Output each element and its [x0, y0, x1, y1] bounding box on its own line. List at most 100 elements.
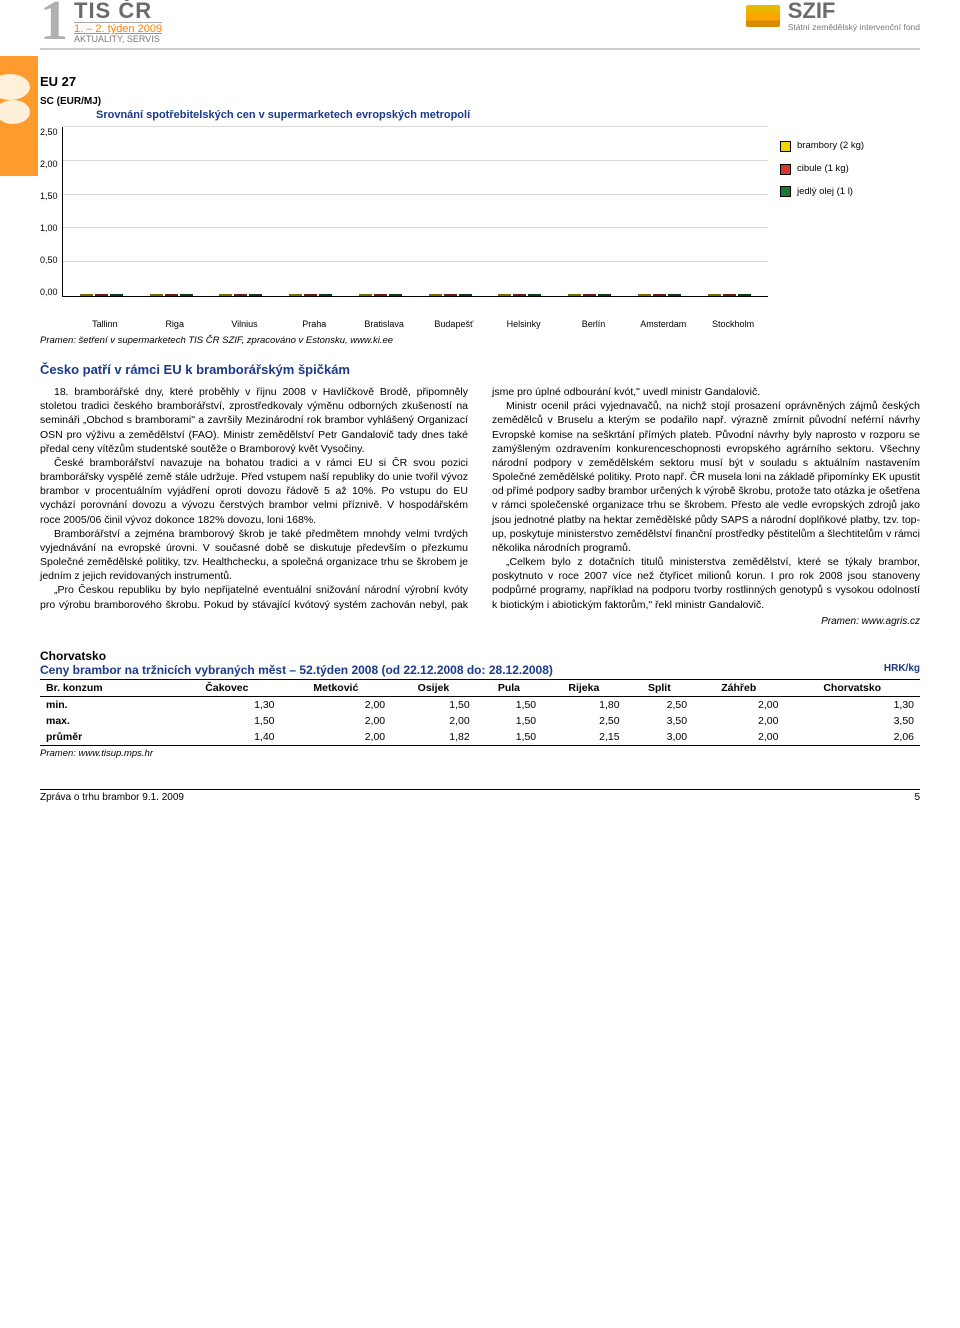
article-body: 18. bramborářské dny, které proběhly v ř…	[40, 385, 920, 612]
table-source: Pramen: www.tisup.mps.hr	[40, 748, 920, 759]
szif-name: SZIF	[788, 0, 920, 22]
table-cell: 1,80	[542, 696, 625, 713]
bar-group	[625, 294, 695, 296]
bar-group	[276, 294, 346, 296]
bar	[289, 294, 302, 296]
legend-swatch	[780, 141, 791, 152]
bar	[80, 294, 93, 296]
table-cell: 2,00	[693, 696, 784, 713]
eu27-label: EU 27	[40, 74, 920, 89]
bar	[738, 294, 751, 296]
bar	[444, 294, 457, 296]
table-header-cell: Záhřeb	[693, 679, 784, 696]
bar	[389, 294, 402, 296]
y-axis-label: SC (EUR/MJ)	[40, 96, 101, 107]
bar	[150, 294, 163, 296]
x-tick-label: Berlín	[559, 319, 629, 329]
legend-item: cibule (1 kg)	[780, 158, 920, 181]
croatia-table: Br. konzumČakovecMetkovićOsijekPulaRijek…	[40, 679, 920, 746]
footer-left: Zpráva o trhu brambor 9.1. 2009	[40, 792, 184, 803]
bar	[513, 294, 526, 296]
legend-label: brambory (2 kg)	[797, 135, 864, 158]
article-para: „Celkem bylo z dotačních titulů minister…	[492, 555, 920, 612]
table-cell: 1,50	[476, 713, 542, 729]
table-header-cell: Osijek	[391, 679, 476, 696]
table-cell: 1,30	[173, 696, 280, 713]
bar	[723, 294, 736, 296]
row-label: průměr	[40, 729, 173, 746]
bar	[319, 294, 332, 296]
croatia-section: Chorvatsko Ceny brambor na tržnicích vyb…	[40, 649, 920, 759]
bar	[583, 294, 596, 296]
x-tick-label: Vilnius	[210, 319, 280, 329]
bar-group	[694, 294, 764, 296]
bar	[638, 294, 651, 296]
bar	[95, 294, 108, 296]
x-tick-label: Tallinn	[70, 319, 140, 329]
table-cell: 2,00	[281, 729, 392, 746]
szif-logo-icon	[746, 5, 780, 27]
x-tick-label: Riga	[140, 319, 210, 329]
table-cell: 1,50	[476, 696, 542, 713]
table-cell: 1,50	[173, 713, 280, 729]
table-header-cell: Čakovec	[173, 679, 280, 696]
x-tick-label: Stockholm	[698, 319, 768, 329]
tis-title: TIS ČR	[74, 0, 162, 23]
bar	[568, 294, 581, 296]
bar	[459, 294, 472, 296]
table-cell: 2,15	[542, 729, 625, 746]
table-cell: 1,30	[784, 696, 920, 713]
bar-group	[136, 294, 206, 296]
bar	[359, 294, 372, 296]
table-row: max.1,502,002,001,502,503,502,003,50	[40, 713, 920, 729]
bar-group	[67, 294, 137, 296]
chart-title: Srovnání spotřebitelských cen v supermar…	[96, 109, 768, 121]
table-cell: 2,00	[391, 713, 476, 729]
x-tick-label: Amsterdam	[628, 319, 698, 329]
bar-group	[485, 294, 555, 296]
bar	[304, 294, 317, 296]
legend-label: cibule (1 kg)	[797, 158, 849, 181]
legend-item: brambory (2 kg)	[780, 135, 920, 158]
bar	[234, 294, 247, 296]
table-cell: 1,50	[476, 729, 542, 746]
article-source: Pramen: www.agris.cz	[40, 616, 920, 627]
footer-page-number: 5	[914, 792, 920, 803]
page-footer: Zpráva o trhu brambor 9.1. 2009 5	[40, 789, 920, 803]
table-header-cell: Chorvatsko	[784, 679, 920, 696]
x-tick-label: Helsinky	[489, 319, 559, 329]
szif-sub: Státní zemědělský intervenční fond	[788, 22, 920, 32]
header-subtitle: AKTUALITY, SERVIS	[74, 34, 162, 44]
bar	[653, 294, 666, 296]
table-cell: 3,00	[626, 729, 694, 746]
table-cell: 1,40	[173, 729, 280, 746]
legend-item: jedlý olej (1 l)	[780, 181, 920, 204]
table-header-cell: Rijeka	[542, 679, 625, 696]
article-para: 18. bramborářské dny, které proběhly v ř…	[40, 385, 468, 456]
bar	[110, 294, 123, 296]
table-cell: 1,82	[391, 729, 476, 746]
row-label: max.	[40, 713, 173, 729]
table-unit: HRK/kg	[884, 663, 920, 674]
table-header-cell: Split	[626, 679, 694, 696]
chart-legend: brambory (2 kg)cibule (1 kg)jedlý olej (…	[780, 135, 920, 203]
y-axis-ticks: 2,502,001,501,000,500,00	[40, 127, 62, 297]
table-cell: 3,50	[784, 713, 920, 729]
table-row: průměr1,402,001,821,502,153,002,002,06	[40, 729, 920, 746]
x-tick-label: Bratislava	[349, 319, 419, 329]
x-axis-labels: TallinnRigaVilniusPrahaBratislavaBudapeš…	[40, 319, 768, 329]
country-name: Chorvatsko	[40, 649, 920, 663]
legend-swatch	[780, 164, 791, 175]
bar	[249, 294, 262, 296]
legend-swatch	[780, 186, 791, 197]
table-row: min.1,302,001,501,501,802,502,001,30	[40, 696, 920, 713]
chart-plot	[62, 127, 768, 297]
x-tick-label: Praha	[279, 319, 349, 329]
row-label: min.	[40, 696, 173, 713]
bar-group	[555, 294, 625, 296]
table-cell: 2,00	[281, 696, 392, 713]
bar	[429, 294, 442, 296]
table-caption: Ceny brambor na tržnicích vybraných měst…	[40, 663, 553, 677]
table-cell: 2,00	[693, 729, 784, 746]
article-para: Bramborářství a zejména bramborový škrob…	[40, 527, 468, 584]
